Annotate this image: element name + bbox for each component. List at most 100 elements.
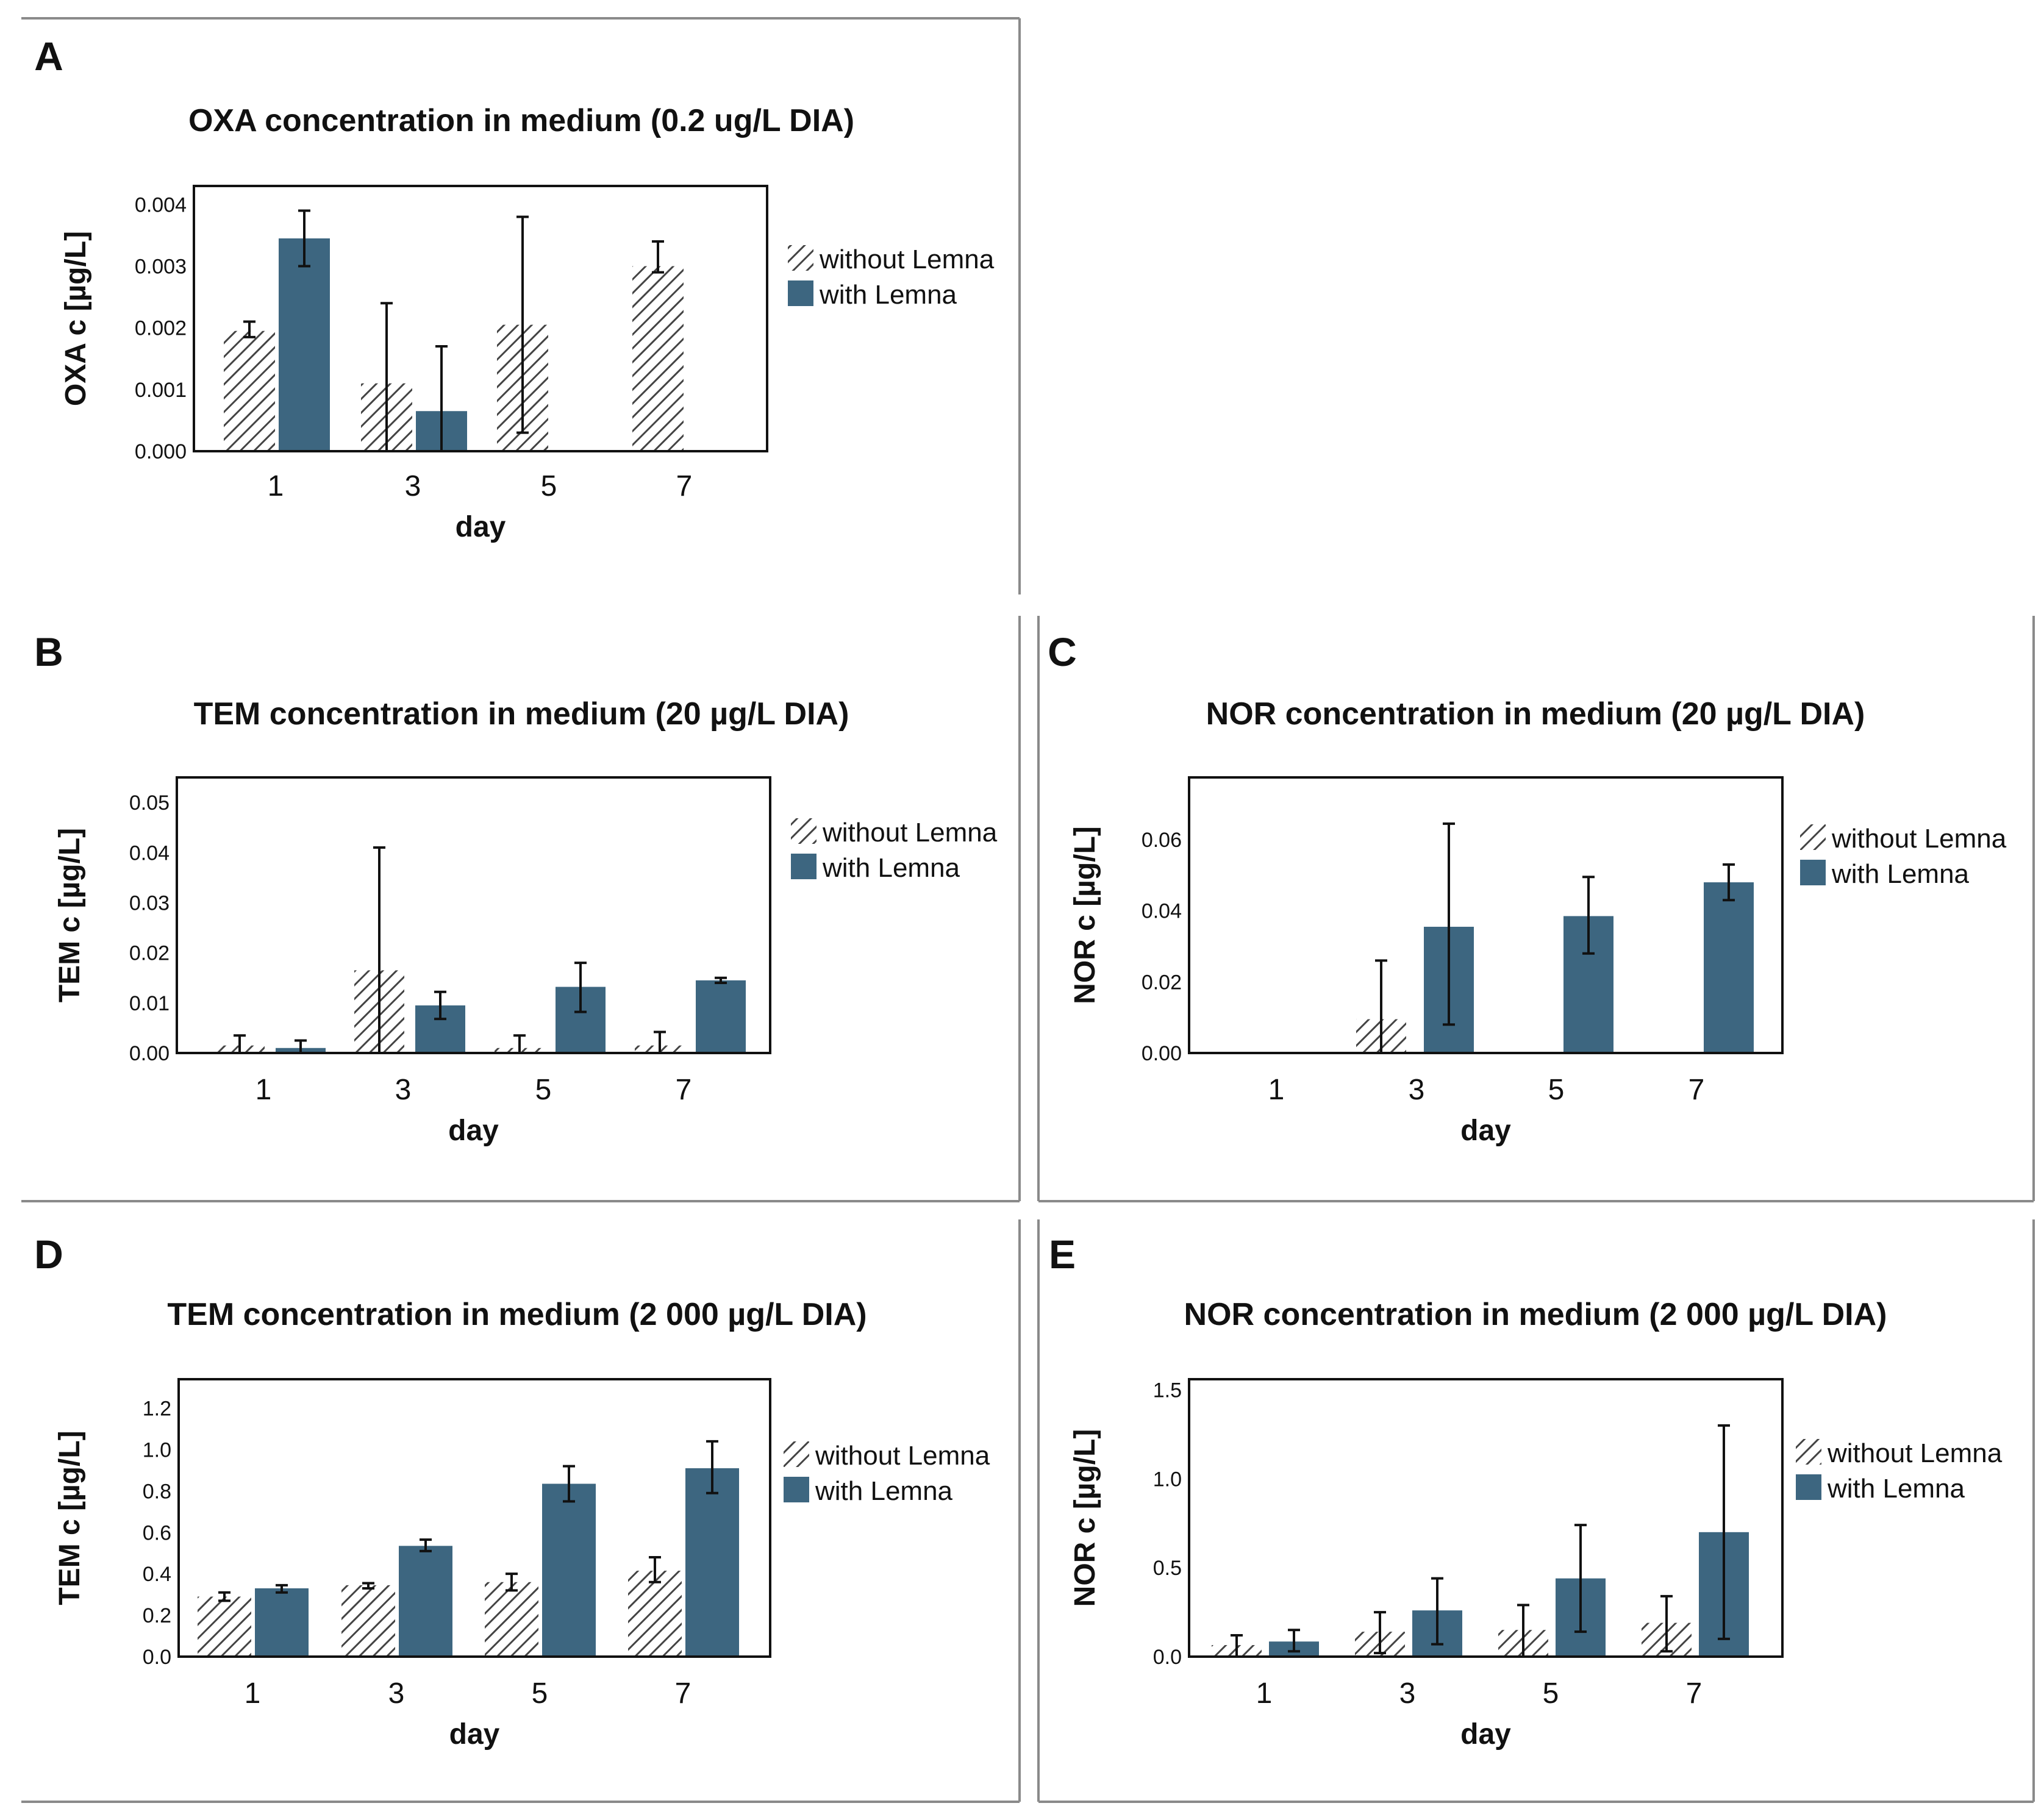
legend-label-without-lemna: without Lemna	[822, 818, 998, 848]
y-tick-label: 0.04	[1142, 900, 1182, 923]
y-tick-label: 1.0	[1153, 1468, 1182, 1491]
chart-title: NOR concentration in medium (20 µg/L DIA…	[1206, 696, 1865, 732]
chart-panels: A OXA concentration in medium (0.2 ug/L D…	[34, 34, 2007, 1751]
bar-with-lemna-day-3	[399, 1546, 452, 1657]
plot-frame	[1188, 1378, 1784, 1658]
legend: without Lemna with Lemna	[1796, 1438, 2003, 1504]
x-category-label: 7	[675, 1677, 691, 1710]
legend-swatch-with-lemna	[788, 280, 813, 306]
y-tick-label: 0.00	[1142, 1042, 1182, 1065]
legend-swatch-without-lemna	[784, 1441, 809, 1467]
x-category-label: 7	[676, 1074, 692, 1106]
y-tick-label: 0.000	[135, 440, 187, 463]
bar-without-lemna-day-5	[485, 1582, 538, 1657]
bar-without-lemna-day-3	[341, 1585, 395, 1657]
bar-with-lemna-day-7	[696, 980, 746, 1053]
bar-with-lemna-day-1	[279, 238, 330, 451]
chart-title: TEM concentration in medium (20 µg/L DIA…	[194, 696, 849, 732]
y-tick-label: 0.004	[135, 193, 187, 216]
x-category-label: 3	[1409, 1074, 1425, 1106]
x-category-label: 1	[255, 1074, 272, 1106]
x-category-label: 1	[1268, 1074, 1285, 1106]
y-tick-label: 0.8	[143, 1480, 171, 1503]
plot-frame	[193, 185, 768, 452]
y-axis-label: NOR c [µg/L]	[1069, 1429, 1101, 1607]
legend-swatch-with-lemna	[1796, 1474, 1821, 1500]
legend-swatch-with-lemna	[1800, 860, 1826, 885]
legend-label-with-lemna: with Lemna	[815, 1476, 953, 1506]
y-tick-label: 0.03	[129, 891, 170, 915]
x-axis-label: day	[1460, 1115, 1511, 1147]
plot-frame	[177, 1378, 771, 1658]
legend-label-without-lemna: without Lemna	[815, 1441, 990, 1471]
legend: without Lemna with Lemna	[791, 818, 998, 883]
bar-with-lemna-day-7	[1704, 882, 1754, 1053]
legend: without Lemna with Lemna	[1800, 824, 2007, 889]
y-tick-label: 1.0	[143, 1438, 171, 1462]
legend-swatch-with-lemna	[791, 854, 817, 879]
chart-panel-d: D TEM concentration in medium (2 000 µg/L…	[34, 1232, 990, 1751]
x-category-label: 3	[405, 470, 421, 502]
y-tick-label: 0.0	[143, 1646, 171, 1669]
chart-panel-a: A OXA concentration in medium (0.2 ug/L D…	[34, 34, 995, 543]
panel-letter: B	[34, 629, 63, 674]
legend-label-without-lemna: without Lemna	[1827, 1438, 2003, 1468]
x-category-label: 5	[532, 1677, 548, 1710]
y-tick-label: 0.002	[135, 317, 187, 340]
panel-borders	[21, 17, 2035, 1803]
x-category-label: 5	[1543, 1677, 1559, 1710]
bar-with-lemna-day-5	[542, 1483, 596, 1657]
bar-without-lemna-day-7	[632, 266, 684, 451]
legend-label-with-lemna: with Lemna	[822, 853, 960, 883]
y-axis-label: OXA c [µg/L]	[60, 231, 92, 406]
y-tick-label: 0.06	[1142, 829, 1182, 852]
plot-frame	[1188, 776, 1784, 1054]
y-tick-label: 0.0	[1153, 1646, 1182, 1669]
bar-without-lemna-day-1	[224, 330, 275, 451]
x-axis-label: day	[448, 1115, 499, 1147]
chart-panel-c: C NOR concentration in medium (20 µg/L DI…	[1048, 629, 2007, 1147]
x-category-label: 1	[245, 1677, 261, 1710]
plot-frame	[176, 776, 771, 1054]
x-axis-label: day	[1460, 1718, 1511, 1751]
bar-with-lemna-day-7	[685, 1468, 739, 1657]
bar-without-lemna-day-1	[198, 1596, 251, 1657]
legend-label-with-lemna: with Lemna	[1831, 859, 1970, 889]
panel-letter: D	[34, 1232, 63, 1277]
y-tick-label: 0.2	[143, 1604, 171, 1627]
bar-without-lemna-day-7	[628, 1571, 682, 1657]
y-tick-label: 0.6	[143, 1521, 171, 1544]
x-category-label: 5	[1548, 1074, 1565, 1106]
x-category-label: 1	[268, 470, 284, 502]
panel-letter: A	[34, 34, 63, 79]
chart-title: TEM concentration in medium (2 000 µg/L …	[167, 1297, 867, 1332]
x-category-label: 7	[676, 470, 693, 502]
legend-label-with-lemna: with Lemna	[819, 280, 957, 310]
legend-swatch-without-lemna	[791, 818, 817, 844]
legend-swatch-without-lemna	[1796, 1439, 1821, 1465]
legend-label-with-lemna: with Lemna	[1827, 1474, 1965, 1504]
x-category-label: 3	[1399, 1677, 1416, 1710]
legend-swatch-without-lemna	[788, 245, 813, 271]
y-axis-label: NOR c [µg/L]	[1069, 826, 1101, 1004]
y-tick-label: 0.003	[135, 255, 187, 279]
y-tick-label: 1.5	[1153, 1379, 1182, 1402]
legend: without Lemna with Lemna	[788, 245, 995, 310]
legend-label-without-lemna: without Lemna	[819, 245, 995, 274]
y-tick-label: 0.01	[129, 992, 170, 1015]
x-axis-label: day	[456, 511, 506, 543]
y-tick-label: 0.02	[129, 942, 170, 965]
legend: without Lemna with Lemna	[784, 1441, 990, 1506]
y-axis-label: TEM c [µg/L]	[54, 828, 86, 1002]
chart-title: OXA concentration in medium (0.2 ug/L DI…	[188, 103, 854, 138]
x-axis-label: day	[449, 1718, 500, 1751]
y-tick-label: 0.04	[129, 841, 170, 865]
panel-letter: C	[1048, 629, 1077, 674]
bar-with-lemna-day-1	[255, 1588, 309, 1657]
x-category-label: 7	[1688, 1074, 1705, 1106]
y-tick-label: 0.05	[129, 791, 170, 815]
y-tick-label: 0.5	[1153, 1557, 1182, 1580]
x-category-label: 5	[541, 470, 557, 502]
y-tick-label: 0.001	[135, 379, 187, 402]
